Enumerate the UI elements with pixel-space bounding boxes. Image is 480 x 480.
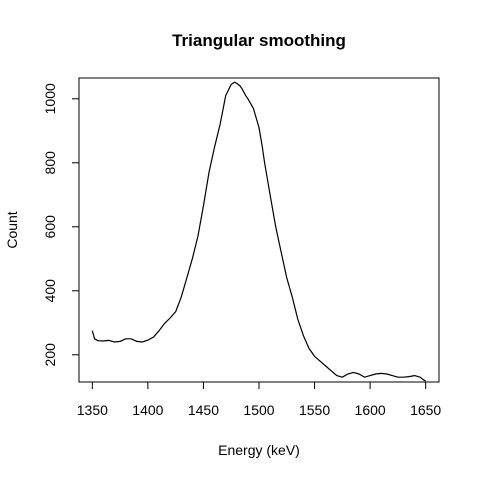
x-tick-label: 1650 [410, 402, 441, 418]
chart-title: Triangular smoothing [172, 31, 346, 50]
x-tick-label: 1350 [77, 402, 108, 418]
y-tick-label: 1000 [42, 83, 58, 114]
x-tick-label: 1400 [132, 402, 163, 418]
x-tick-label: 1550 [299, 402, 330, 418]
y-axis-label: Count [4, 211, 20, 248]
y-tick-label: 200 [42, 343, 58, 367]
series-line [91, 81, 426, 382]
series-layer [91, 81, 426, 382]
y-tick-label: 600 [42, 215, 58, 239]
x-tick-label: 1450 [188, 402, 219, 418]
x-axis-label: Energy (keV) [218, 442, 300, 458]
x-tick-label: 1500 [243, 402, 274, 418]
y-tick-label: 800 [42, 151, 58, 175]
x-axis: 1350 1400 1450 1500 1550 1600 1650 [77, 381, 441, 418]
y-axis: 200 400 600 800 1000 [42, 83, 80, 367]
y-tick-label: 400 [42, 279, 58, 303]
x-tick-label: 1600 [355, 402, 386, 418]
